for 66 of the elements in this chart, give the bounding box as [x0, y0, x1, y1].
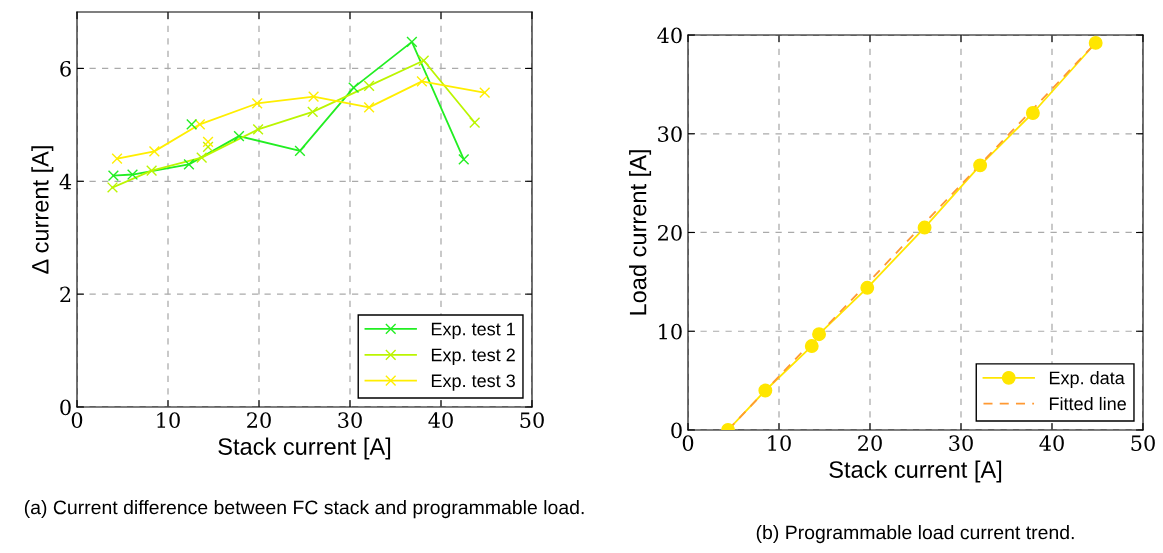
legend-label: Exp. data	[1049, 371, 1125, 388]
point	[148, 145, 160, 157]
y-axis-title: Load current [A]	[629, 150, 652, 315]
point	[406, 36, 418, 48]
x-axis-title: Stack current [A]	[218, 437, 391, 460]
point	[1025, 106, 1040, 120]
legend-label: Exp. test 1	[431, 322, 515, 340]
text: (a) Current difference between FC stack and programmable load.	[24, 500, 584, 519]
point	[146, 165, 158, 177]
y-tick-label: 40	[657, 27, 682, 44]
point	[363, 80, 375, 92]
point	[363, 101, 375, 113]
point	[348, 82, 360, 94]
y-tick-label: 4	[59, 173, 72, 190]
x-tick-label: 20	[247, 412, 271, 428]
point	[183, 158, 195, 170]
y-tick-label: 10	[659, 323, 682, 340]
point	[233, 130, 245, 142]
point	[307, 106, 319, 118]
y-tick-label: 2	[60, 286, 71, 303]
x-tick-label: 10	[157, 412, 180, 428]
point	[458, 153, 470, 165]
point	[418, 54, 430, 67]
y-axis-title: Δ current [A]	[31, 146, 54, 274]
point	[111, 153, 123, 165]
point	[804, 339, 819, 354]
point	[186, 118, 198, 130]
x-axis-title: Stack current [A]	[829, 460, 1002, 483]
y-tick-label: 0	[60, 399, 71, 416]
point	[252, 123, 264, 135]
point	[479, 87, 491, 99]
point	[860, 280, 875, 295]
point	[202, 141, 214, 153]
point	[196, 152, 208, 164]
point	[416, 75, 428, 87]
point	[194, 118, 206, 130]
point	[106, 181, 119, 194]
point	[308, 91, 320, 103]
x-tick-label: 50	[1131, 435, 1155, 451]
x-tick-label: 10	[768, 435, 791, 451]
y-tick-label: 6	[60, 60, 71, 77]
y-tick-label: 20	[658, 224, 682, 241]
x-tick-label: 40	[428, 412, 453, 428]
point	[973, 158, 988, 173]
legend-label: Fitted line	[1049, 396, 1126, 411]
legend-label: Exp. test 2	[431, 348, 515, 365]
point	[107, 170, 119, 182]
point	[202, 136, 214, 148]
x-tick-label: 0	[682, 435, 694, 451]
point	[126, 168, 139, 181]
x-tick-label: 0	[71, 412, 83, 428]
legend-label: Exp. test 3	[431, 374, 515, 391]
x-tick-label: 30	[949, 435, 973, 451]
y-tick-label: 30	[658, 126, 682, 142]
point	[294, 145, 306, 157]
point	[251, 97, 263, 109]
x-tick-label: 30	[338, 412, 362, 428]
point	[812, 327, 826, 342]
point	[1088, 35, 1103, 50]
point	[469, 117, 481, 129]
text: (b) Programmable load current trend.	[756, 525, 1074, 544]
x-tick-label: 50	[520, 412, 544, 428]
x-tick-label: 20	[858, 435, 882, 451]
point	[917, 220, 932, 235]
point	[758, 383, 773, 398]
x-tick-label: 40	[1039, 435, 1064, 451]
